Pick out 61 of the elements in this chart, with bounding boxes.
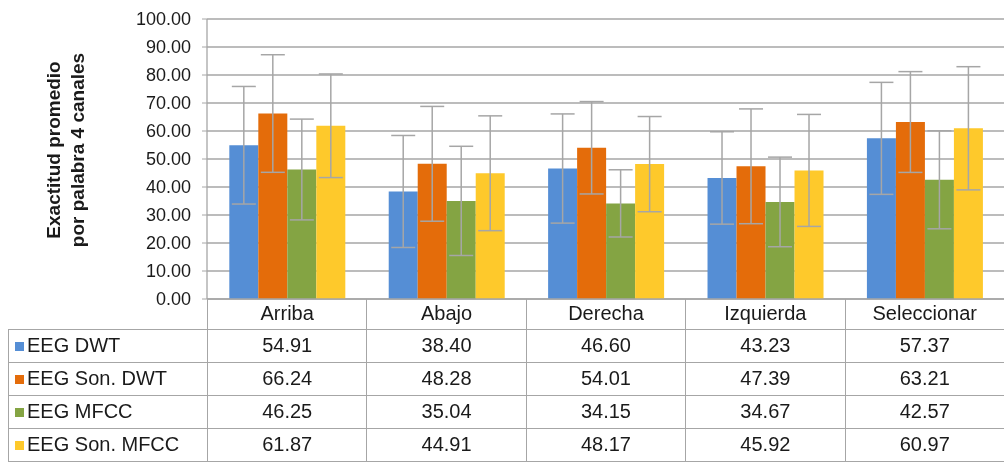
- bar: [316, 125, 346, 299]
- legend-label: EEG Son. DWT: [27, 367, 168, 390]
- x-tick-label: Arriba: [207, 299, 367, 329]
- bar: [794, 170, 824, 299]
- data-label: 35.04: [366, 395, 527, 428]
- data-label: 43.23: [685, 329, 846, 362]
- data-label: 63.21: [845, 362, 1004, 395]
- data-label: 61.87: [207, 428, 367, 461]
- data-label: 46.25: [207, 395, 367, 428]
- legend-label: EEG MFCC: [27, 400, 133, 423]
- y-tick-label: 0.00: [155, 289, 191, 310]
- legend-label: EEG Son. MFCC: [27, 433, 180, 456]
- y-tick-label: 70.00: [145, 93, 191, 114]
- y-tick-label: 80.00: [145, 65, 191, 86]
- data-label: 48.28: [366, 362, 527, 395]
- data-label: 38.40: [366, 329, 527, 362]
- data-label: 44.91: [366, 428, 527, 461]
- data-label: 57.37: [845, 329, 1004, 362]
- bar: [258, 113, 288, 299]
- data-label: 60.97: [845, 428, 1004, 461]
- y-tick-label: 40.00: [145, 177, 191, 198]
- y-axis-title: Exactitud promedio por palabra 4 canales: [43, 52, 88, 248]
- bar: [229, 145, 259, 299]
- y-tick-label: 60.00: [145, 121, 191, 142]
- bar: [577, 147, 607, 299]
- x-tick-label: Derecha: [526, 299, 686, 329]
- data-label: 46.60: [526, 329, 686, 362]
- data-label: 34.67: [685, 395, 846, 428]
- bar: [765, 201, 795, 299]
- bar: [475, 173, 505, 299]
- bar: [446, 200, 476, 299]
- bar: [866, 138, 896, 299]
- bar: [548, 168, 578, 299]
- y-tick-label: 20.00: [145, 233, 191, 254]
- data-label: 54.01: [526, 362, 686, 395]
- y-tick-label: 100.00: [135, 9, 191, 30]
- data-label: 42.57: [845, 395, 1004, 428]
- bar: [606, 203, 636, 299]
- data-label: 66.24: [207, 362, 367, 395]
- bar: [924, 179, 954, 299]
- bar: [417, 163, 447, 299]
- data-label: 34.15: [526, 395, 686, 428]
- bar: [388, 191, 418, 299]
- bar: [895, 122, 925, 299]
- bar: [953, 128, 983, 299]
- data-label: 54.91: [207, 329, 367, 362]
- data-label: 47.39: [685, 362, 846, 395]
- y-tick-label: 50.00: [145, 149, 191, 170]
- x-tick-label: Abajo: [366, 299, 527, 329]
- x-tick-label: Izquierda: [685, 299, 846, 329]
- y-tick-label: 90.00: [145, 37, 191, 58]
- bar: [635, 164, 665, 299]
- y-tick-label: 30.00: [145, 205, 191, 226]
- x-tick-label: Seleccionar: [845, 299, 1004, 329]
- bar: [736, 166, 766, 299]
- bar: [287, 169, 317, 299]
- data-label: 48.17: [526, 428, 686, 461]
- bar: [707, 177, 737, 299]
- legend-label: EEG DWT: [27, 334, 121, 357]
- data-label: 45.92: [685, 428, 846, 461]
- y-tick-label: 10.00: [145, 261, 191, 282]
